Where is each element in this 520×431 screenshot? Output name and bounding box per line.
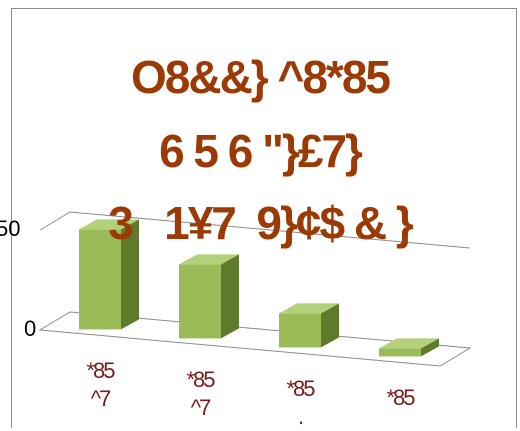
floor-plane — [38, 311, 472, 367]
chart-title-line-2: 6 5 6 "}£7} — [159, 125, 363, 177]
chart-frame — [11, 8, 517, 428]
bar-top-3 — [279, 303, 339, 314]
x-tick-label-line: ^7 — [190, 395, 212, 421]
bar-top-4 — [379, 338, 439, 349]
bar-3 — [279, 313, 321, 348]
plot-area — [38, 211, 472, 367]
bar-side-1 — [121, 219, 139, 330]
gridline-max — [69, 211, 471, 249]
x-tick-label-line: *85 — [386, 385, 415, 411]
bar-1 — [79, 229, 121, 330]
bar-4 — [379, 348, 421, 357]
bar-side-2 — [221, 254, 239, 339]
gridline-max-side — [39, 211, 71, 231]
x-tick-label-line: *85 — [86, 358, 115, 384]
x-tick-label: *85 ^7 — [70, 357, 130, 413]
bar-2 — [179, 264, 221, 339]
x-tick-label-line: . — [297, 404, 304, 430]
chart-title-line-1: O8&&} ^8*85 — [131, 51, 391, 103]
chart-title-line-3: 3 1¥7 9}¢$ & } — [108, 197, 414, 249]
chart-area: O8&&} ^8*85 6 5 6 "}£7} 3 1¥7 9}¢$ & } 0… — [0, 8, 517, 430]
bar-side-3 — [321, 303, 339, 348]
x-tick-label: *85 — [370, 384, 430, 412]
x-tick-label-line: *85 — [186, 367, 215, 393]
x-tick-label-line: *85 — [286, 376, 315, 402]
x-tick-label-line: ^7 — [90, 386, 112, 412]
bar-side-4 — [421, 338, 439, 357]
x-tick-label: *85. — [270, 375, 330, 431]
x-tick-label: *85 ^7 — [170, 366, 230, 422]
bar-top-1 — [79, 219, 139, 230]
y-tick-label: 0 — [24, 316, 37, 341]
bar-top-2 — [179, 254, 239, 265]
y-tick-label: 50 — [0, 216, 21, 241]
